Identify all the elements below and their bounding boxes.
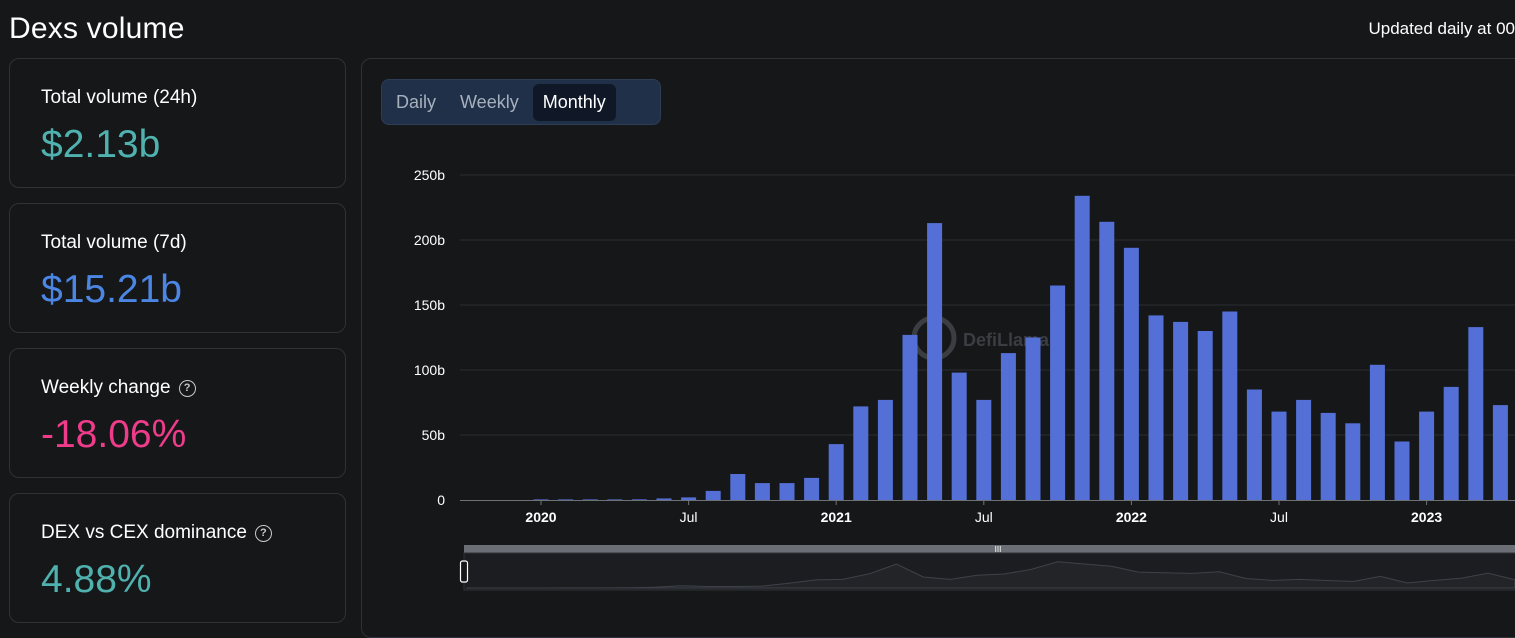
page-title: Dexs volume bbox=[9, 12, 185, 46]
question-icon[interactable]: ? bbox=[179, 380, 196, 397]
card-value: $2.13b bbox=[41, 123, 160, 167]
tab-weekly[interactable]: Weekly bbox=[450, 84, 529, 121]
question-icon[interactable]: ? bbox=[255, 525, 272, 542]
card-weekly-change: Weekly change? -18.06% bbox=[9, 348, 346, 478]
card-label: DEX vs CEX dominance? bbox=[41, 522, 272, 544]
card-value: $15.21b bbox=[41, 268, 182, 312]
card-value: -18.06% bbox=[41, 413, 186, 457]
period-tabs: Daily Weekly Monthly bbox=[381, 79, 661, 125]
tab-monthly[interactable]: Monthly bbox=[533, 84, 616, 121]
card-label: Total volume (24h) bbox=[41, 87, 197, 109]
card-label: Total volume (7d) bbox=[41, 232, 187, 254]
update-notice: Updated daily at 00 bbox=[1369, 19, 1515, 39]
tab-daily[interactable]: Daily bbox=[386, 84, 446, 121]
card-total-volume-7d: Total volume (7d) $15.21b bbox=[9, 203, 346, 333]
chart-panel: Daily Weekly Monthly bbox=[361, 58, 1515, 638]
card-total-volume-24h: Total volume (24h) $2.13b bbox=[9, 58, 346, 188]
card-value: 4.88% bbox=[41, 558, 152, 602]
card-label: Weekly change? bbox=[41, 377, 196, 399]
card-dex-vs-cex-dominance: DEX vs CEX dominance? 4.88% bbox=[9, 493, 346, 623]
